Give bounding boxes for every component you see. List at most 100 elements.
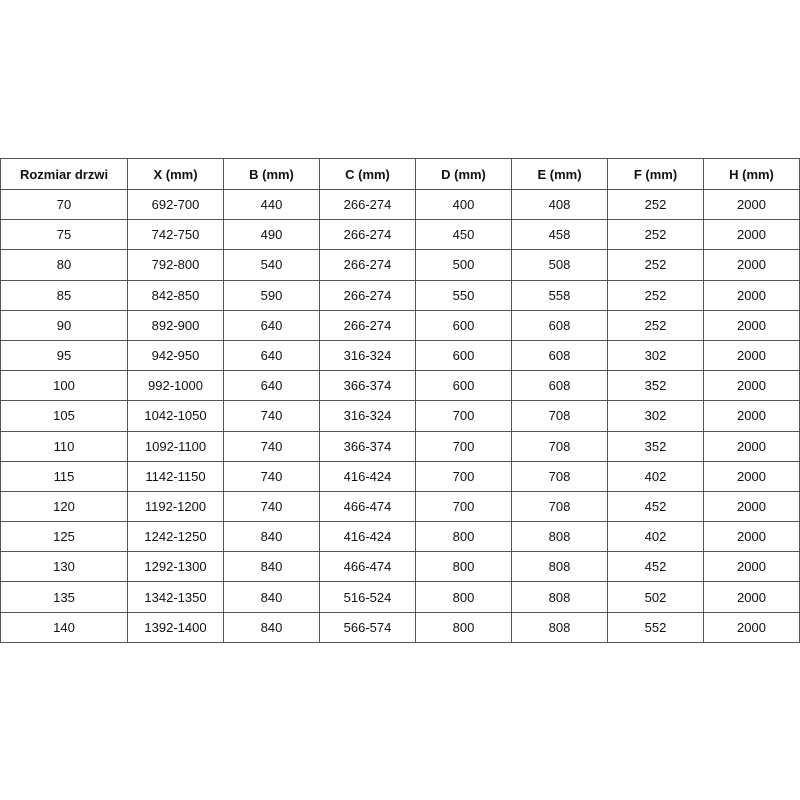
table-cell: 892-900: [127, 309, 224, 341]
table-cell: 1292-1300: [127, 551, 224, 583]
table-cell: 2000: [703, 400, 800, 432]
column-header: B (mm): [223, 158, 320, 190]
table-cell: 2000: [703, 188, 800, 221]
table-cell: 302: [607, 400, 704, 432]
table-cell: 110: [0, 430, 128, 462]
table-cell: 252: [607, 219, 704, 251]
table-cell: 700: [415, 490, 512, 523]
table-cell: 408: [511, 188, 608, 221]
table-cell: 640: [223, 370, 320, 402]
table-cell: 808: [511, 581, 608, 613]
table-cell: 450: [415, 219, 512, 251]
table-cell: 400: [415, 188, 512, 221]
table-cell: 316-324: [319, 400, 416, 432]
table-cell: 2000: [703, 370, 800, 402]
table-cell: 402: [607, 521, 704, 553]
table-cell: 740: [223, 460, 320, 492]
table-cell: 800: [415, 611, 512, 643]
table-cell: 1192-1200: [127, 490, 224, 523]
table-cell: 550: [415, 279, 512, 311]
table-cell: 440: [223, 188, 320, 221]
table-cell: 708: [511, 460, 608, 492]
table-cell: 2000: [703, 279, 800, 311]
door-size-table: Rozmiar drzwi X (mm) B (mm) C (mm) D (mm) E (…: [0, 158, 800, 643]
column-header: D (mm): [415, 158, 512, 190]
table-row: 80 792-800 540 266-274 500 508 252 2000: [0, 249, 800, 281]
table-cell: 566-574: [319, 611, 416, 643]
table-row: 135 1342-1350 840 516-524 800 808 502 2000: [0, 581, 800, 613]
table-cell: 2000: [703, 490, 800, 523]
table-cell: 808: [511, 521, 608, 553]
table-row: 140 1392-1400 840 566-574 800 808 552 2000: [0, 611, 800, 643]
table-cell: 416-424: [319, 460, 416, 492]
table-cell: 140: [0, 611, 128, 643]
table-cell: 700: [415, 430, 512, 462]
table-cell: 640: [223, 309, 320, 341]
table-cell: 840: [223, 581, 320, 613]
table-cell: 992-1000: [127, 370, 224, 402]
table-cell: 85: [0, 279, 128, 311]
table-cell: 600: [415, 370, 512, 402]
table-cell: 708: [511, 430, 608, 462]
table-cell: 402: [607, 460, 704, 492]
table-cell: 740: [223, 400, 320, 432]
table-cell: 302: [607, 339, 704, 372]
table-cell: 700: [415, 460, 512, 492]
table-row: 125 1242-1250 840 416-424 800 808 402 2000: [0, 521, 800, 553]
table-cell: 740: [223, 430, 320, 462]
table-cell: 842-850: [127, 279, 224, 311]
table-cell: 700: [415, 400, 512, 432]
table-row: 130 1292-1300 840 466-474 800 808 452 2000: [0, 551, 800, 583]
table-cell: 135: [0, 581, 128, 613]
table-cell: 90: [0, 309, 128, 341]
table-cell: 366-374: [319, 370, 416, 402]
table-cell: 352: [607, 430, 704, 462]
table-row: 90 892-900 640 266-274 600 608 252 2000: [0, 309, 800, 341]
table-cell: 452: [607, 551, 704, 583]
table-cell: 2000: [703, 430, 800, 462]
table-cell: 120: [0, 490, 128, 523]
table-header-row: Rozmiar drzwi X (mm) B (mm) C (mm) D (mm) E (…: [0, 158, 800, 190]
table-cell: 2000: [703, 460, 800, 492]
table-cell: 840: [223, 611, 320, 643]
table-cell: 80: [0, 249, 128, 281]
table-row: 115 1142-1150 740 416-424 700 708 402 2000: [0, 460, 800, 492]
table-cell: 316-324: [319, 339, 416, 372]
table-cell: 70: [0, 188, 128, 221]
table-cell: 1242-1250: [127, 521, 224, 553]
table-cell: 125: [0, 521, 128, 553]
table-cell: 800: [415, 551, 512, 583]
table-cell: 2000: [703, 339, 800, 372]
table-cell: 608: [511, 370, 608, 402]
table-cell: 692-700: [127, 188, 224, 221]
table-cell: 808: [511, 611, 608, 643]
table-row: 100 992-1000 640 366-374 600 608 352 2000: [0, 370, 800, 402]
table-cell: 808: [511, 551, 608, 583]
table-cell: 1142-1150: [127, 460, 224, 492]
table-cell: 1392-1400: [127, 611, 224, 643]
table-cell: 800: [415, 521, 512, 553]
table-cell: 95: [0, 339, 128, 372]
table-cell: 252: [607, 279, 704, 311]
table-cell: 2000: [703, 249, 800, 281]
table-cell: 800: [415, 581, 512, 613]
table-cell: 252: [607, 188, 704, 221]
table-cell: 742-750: [127, 219, 224, 251]
table-cell: 266-274: [319, 249, 416, 281]
table-cell: 792-800: [127, 249, 224, 281]
table-cell: 590: [223, 279, 320, 311]
column-header: Rozmiar drzwi: [0, 158, 128, 190]
table-cell: 640: [223, 339, 320, 372]
table-cell: 115: [0, 460, 128, 492]
table-cell: 130: [0, 551, 128, 583]
table-cell: 2000: [703, 309, 800, 341]
table-cell: 452: [607, 490, 704, 523]
table-cell: 100: [0, 370, 128, 402]
table-cell: 608: [511, 339, 608, 372]
table-cell: 840: [223, 521, 320, 553]
table-row: 105 1042-1050 740 316-324 700 708 302 2000: [0, 400, 800, 432]
table-cell: 600: [415, 309, 512, 341]
table-cell: 352: [607, 370, 704, 402]
table-row: 120 1192-1200 740 466-474 700 708 452 2000: [0, 490, 800, 523]
table-cell: 466-474: [319, 551, 416, 583]
